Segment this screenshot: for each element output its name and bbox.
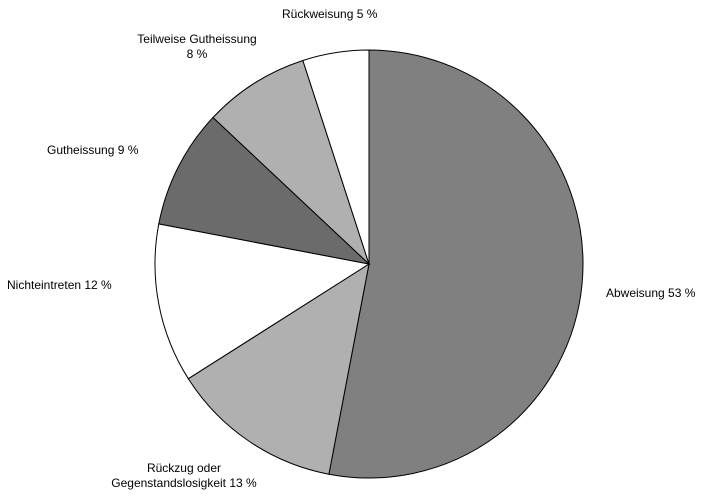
pie-slice-label-6: Rückweisung 5 % xyxy=(282,7,378,21)
pie-slice-3 xyxy=(154,223,371,380)
pie-slice-4 xyxy=(158,116,371,265)
pie-slice-label-line: Teilweise Gutheissung xyxy=(137,32,256,46)
pie-slice-label-line: Rückweisung 5 % xyxy=(282,7,378,21)
pie-slice-label-line: 8 % xyxy=(187,47,208,61)
pie-slice-label-line: Nichteintreten 12 % xyxy=(7,278,112,292)
pie-labels: Abweisung 53 % Rückzug oder Gegenstandslos… xyxy=(7,7,696,490)
pie-slice-6 xyxy=(302,49,370,265)
pie-slice-label-line: Gegenstandslosigkeit 13 % xyxy=(111,476,257,490)
pie-slice-1 xyxy=(328,49,584,479)
pie-slice-label-4: Gutheissung 9 % xyxy=(47,143,139,157)
pie-slice-label-line: Abweisung 53 % xyxy=(606,286,696,300)
pie-slices xyxy=(154,49,584,479)
pie-slice-label-line: Gutheissung 9 % xyxy=(47,143,139,157)
pie-slice-label-5: Teilweise Gutheissung 8 % xyxy=(137,32,256,61)
pie-slice-label-3: Nichteintreten 12 % xyxy=(7,278,112,292)
pie-slice-label-line: Rückzug oder xyxy=(147,461,221,475)
pie-slice-label-2: Rückzug oder Gegenstandslosigkeit 13 % xyxy=(111,461,257,490)
pie-slice-label-1: Abweisung 53 % xyxy=(606,286,696,300)
pie-slice-2 xyxy=(187,262,370,475)
pie-slice-5 xyxy=(212,59,370,265)
